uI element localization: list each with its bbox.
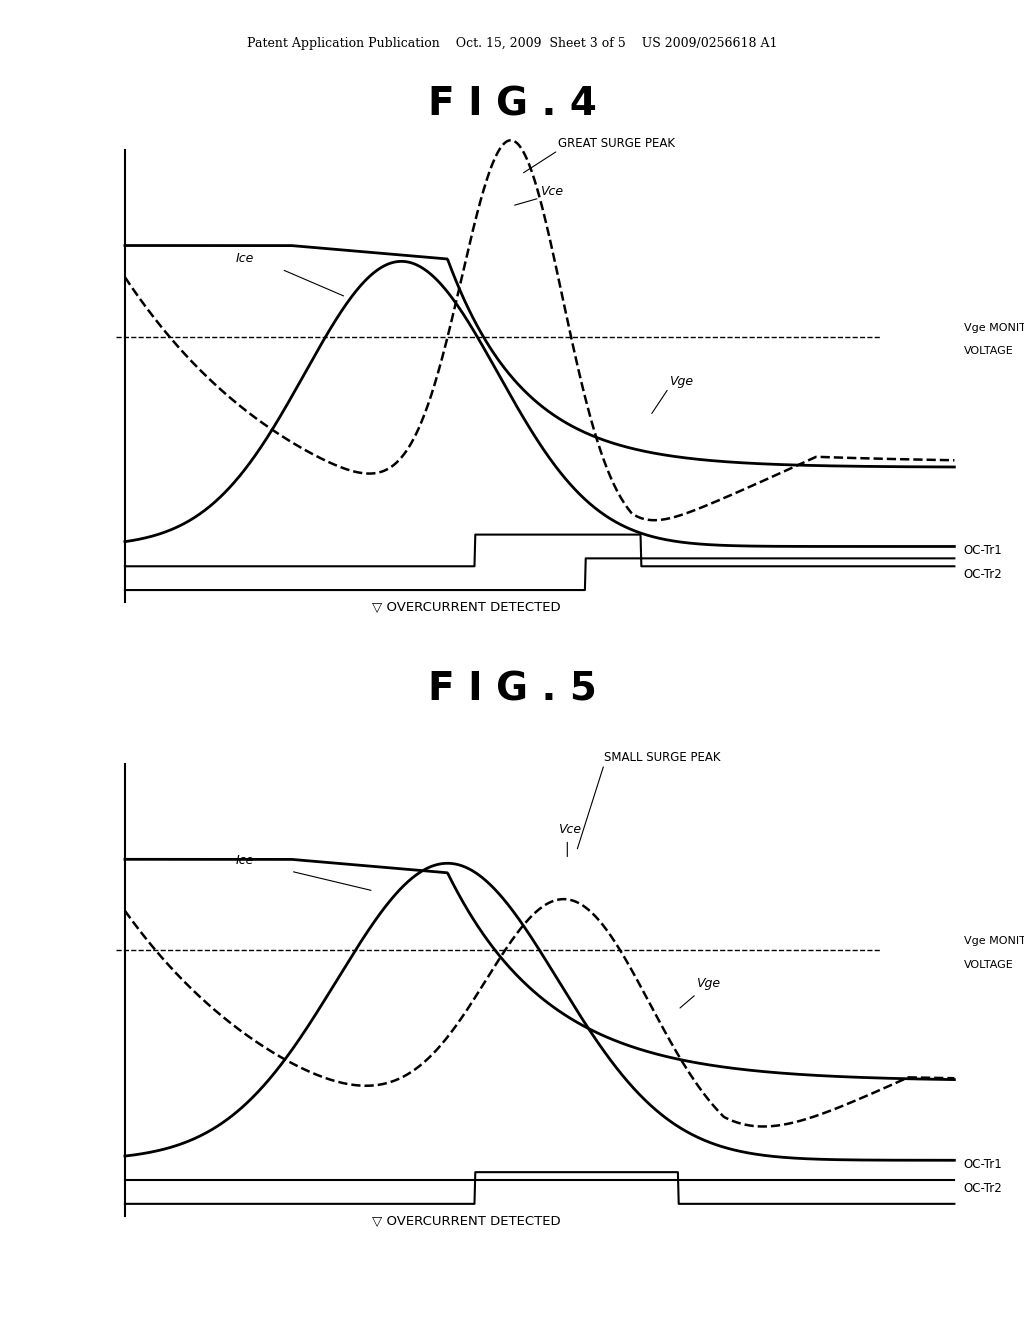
Text: F I G . 4: F I G . 4 xyxy=(428,86,596,124)
Text: Vge MONITOR: Vge MONITOR xyxy=(964,936,1024,946)
Text: Vce: Vce xyxy=(558,822,582,836)
Text: Ice: Ice xyxy=(236,854,254,867)
Text: OC-Tr1: OC-Tr1 xyxy=(964,544,1002,557)
Text: OC-Tr1: OC-Tr1 xyxy=(964,1158,1002,1171)
Text: OC-Tr2: OC-Tr2 xyxy=(964,568,1002,581)
Text: SMALL SURGE PEAK: SMALL SURGE PEAK xyxy=(604,751,721,764)
Text: F I G . 5: F I G . 5 xyxy=(428,671,596,709)
Text: Vge: Vge xyxy=(669,375,693,388)
Text: GREAT SURGE PEAK: GREAT SURGE PEAK xyxy=(558,137,675,150)
Text: Vge MONITOR: Vge MONITOR xyxy=(964,322,1024,333)
Text: Ice: Ice xyxy=(236,252,254,265)
Text: Vce: Vce xyxy=(540,185,563,198)
Text: VOLTAGE: VOLTAGE xyxy=(964,960,1014,970)
Text: OC-Tr2: OC-Tr2 xyxy=(964,1181,1002,1195)
Text: ▽ OVERCURRENT DETECTED: ▽ OVERCURRENT DETECTED xyxy=(372,602,560,614)
Text: Patent Application Publication    Oct. 15, 2009  Sheet 3 of 5    US 2009/0256618: Patent Application Publication Oct. 15, … xyxy=(247,37,777,50)
Text: VOLTAGE: VOLTAGE xyxy=(964,346,1014,356)
Text: ▽ OVERCURRENT DETECTED: ▽ OVERCURRENT DETECTED xyxy=(372,1216,560,1228)
Text: Vge: Vge xyxy=(696,977,721,990)
